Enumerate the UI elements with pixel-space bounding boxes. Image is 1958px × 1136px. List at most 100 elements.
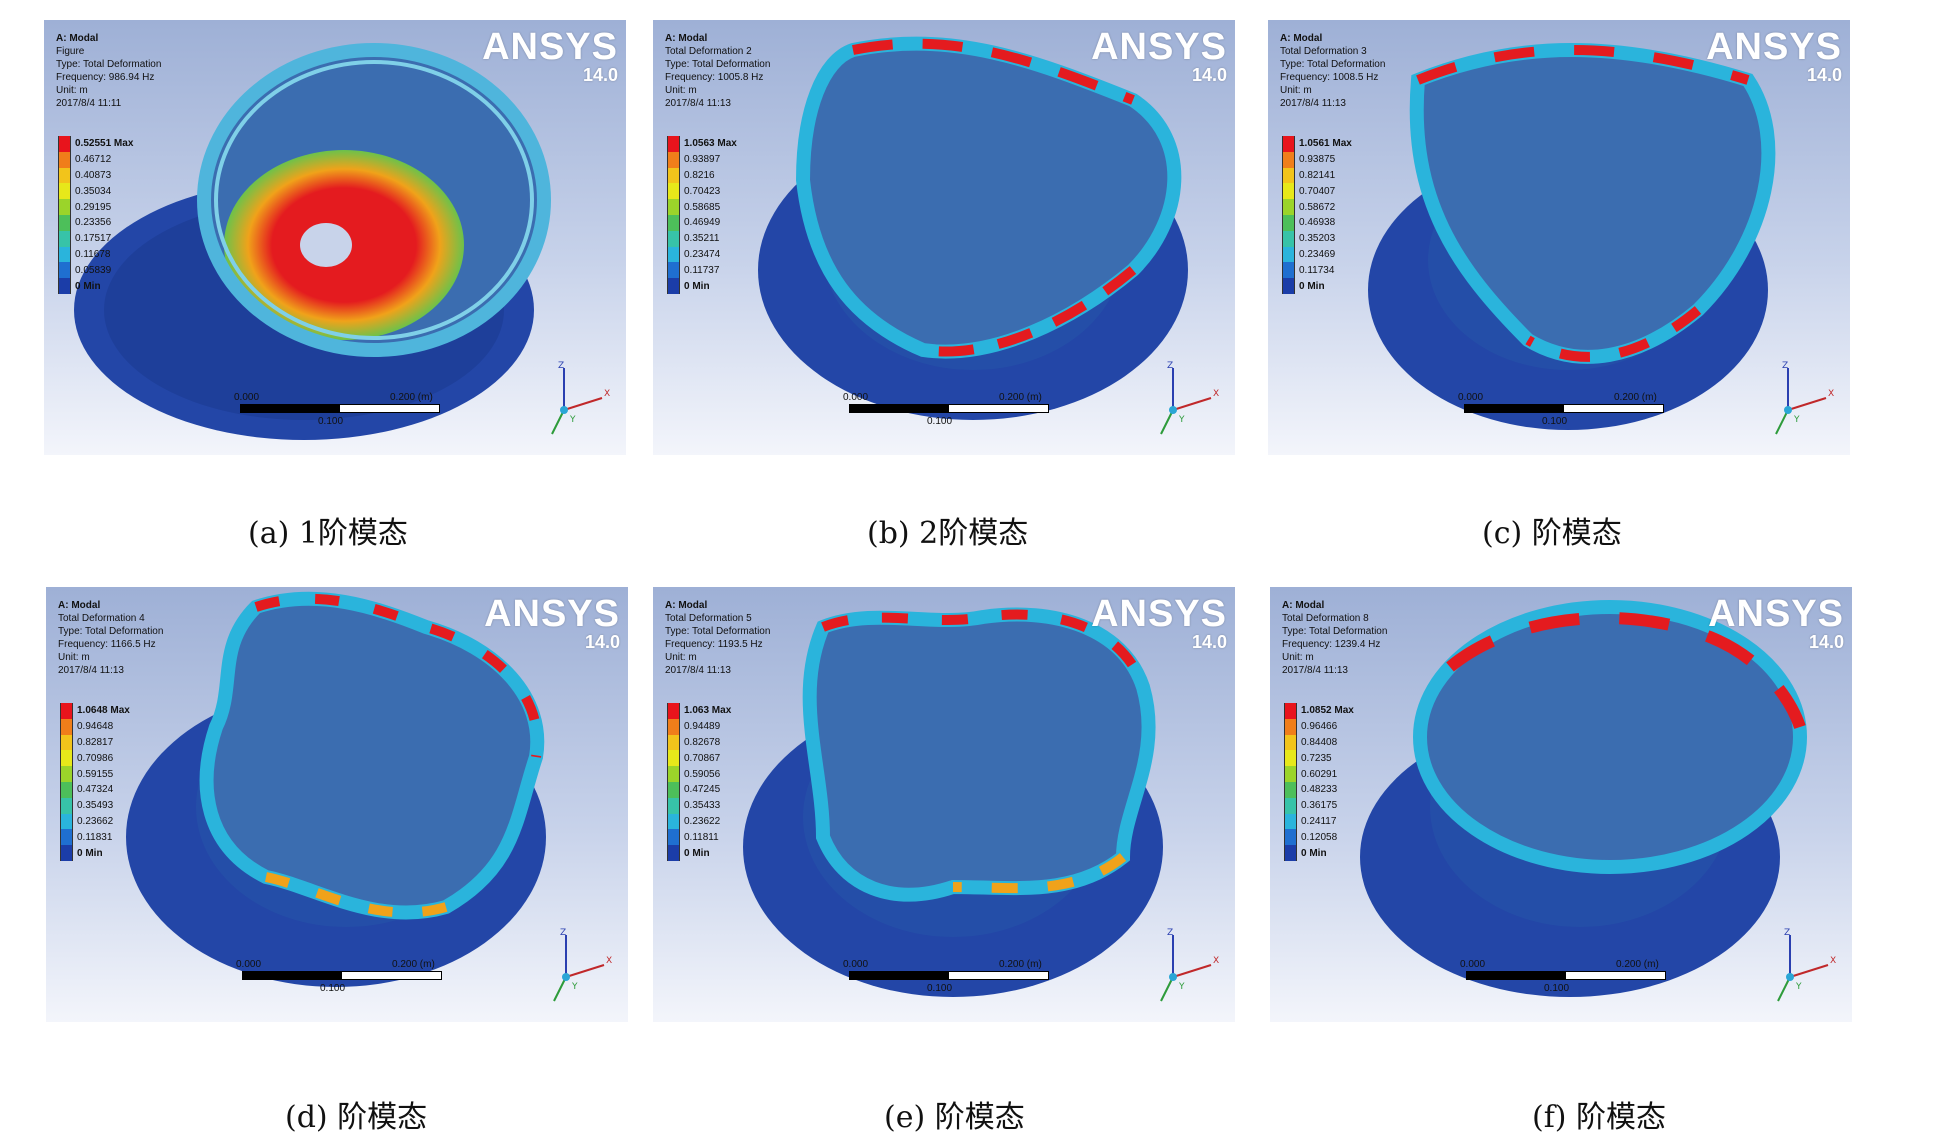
result-type: Type: Total Deformation — [58, 626, 164, 637]
svg-text:Y: Y — [1178, 415, 1185, 425]
result-date: 2017/8/4 11:13 — [58, 665, 124, 676]
legend-value: 0.24117 — [1301, 815, 1337, 827]
legend-max: 1.063 Max — [684, 705, 732, 717]
legend-value: 0.82141 — [1299, 169, 1336, 181]
color-legend: 1.0563 Max 0.93897 0.8216 0.70423 0.5868… — [667, 136, 737, 294]
legend-value: 0.23469 — [1299, 248, 1336, 260]
legend-max: 1.0852 Max — [1301, 705, 1354, 717]
legend-value: 0.23356 — [75, 217, 112, 229]
ansys-logo: ANSYS 14.0 — [482, 26, 618, 85]
svg-text:Z: Z — [1782, 361, 1788, 371]
svg-text:Z: Z — [558, 361, 564, 371]
legend-value: 0.46712 — [75, 154, 112, 166]
svg-text:X: X — [606, 956, 612, 966]
result-unit: Unit: m — [56, 85, 88, 96]
legend-value: 0.84408 — [1301, 736, 1338, 748]
ansys-logo: ANSYS 14.0 — [484, 593, 620, 652]
legend-value: 0.82817 — [77, 736, 114, 748]
legend-value: 0.70407 — [1299, 185, 1336, 197]
result-unit: Unit: m — [1280, 85, 1312, 96]
legend-value: 0.59155 — [77, 768, 114, 780]
axis-triad-icon: Z X Y — [1160, 928, 1219, 1002]
legend-max: 1.0648 Max — [77, 705, 130, 717]
color-legend: 1.0561 Max 0.93875 0.82141 0.70407 0.586… — [1282, 136, 1352, 294]
svg-text:Y: Y — [1795, 982, 1802, 992]
legend-value: 0.47324 — [77, 784, 114, 796]
legend-max: 1.0563 Max — [684, 138, 737, 150]
result-type: Type: Total Deformation — [56, 59, 162, 70]
legend-value: 0.60291 — [1301, 768, 1338, 780]
legend-value: 0.17517 — [75, 233, 112, 245]
result-info: A: Modal Figure Type: Total Deformation … — [56, 32, 161, 110]
svg-text:Y: Y — [571, 982, 578, 992]
legend-value: 0.94489 — [684, 721, 721, 733]
analysis-title: A: Modal — [58, 600, 101, 611]
legend-value: 0.59056 — [684, 768, 721, 780]
legend-value: 0.94648 — [77, 721, 114, 733]
result-name: Total Deformation 4 — [58, 613, 145, 624]
legend-min: 0 Min — [1299, 280, 1325, 292]
result-type: Type: Total Deformation — [1280, 59, 1386, 70]
legend-min: 0 Min — [1301, 847, 1327, 859]
caption-e: (e) 阶模态 — [884, 1100, 1025, 1135]
analysis-title: A: Modal — [1282, 600, 1325, 611]
axis-triad-icon: Z X Y — [1160, 361, 1219, 435]
result-date: 2017/8/4 11:13 — [1282, 665, 1348, 676]
legend-value: 0.40873 — [75, 169, 112, 181]
caption-a: (a) 1阶模态 — [248, 516, 408, 551]
result-info: A: Modal Total Deformation 5 Type: Total… — [665, 599, 770, 677]
legend-value: 0.8216 — [684, 169, 715, 181]
analysis-title: A: Modal — [665, 600, 708, 611]
result-unit: Unit: m — [665, 652, 697, 663]
color-legend: 1.0852 Max 0.96466 0.84408 0.7235 0.6029… — [1284, 703, 1354, 861]
axis-triad-icon: Z X Y — [551, 361, 610, 435]
legend-value: 0.35433 — [684, 800, 721, 812]
wheel-deformation-plot — [126, 591, 546, 987]
legend-value: 0.05839 — [75, 264, 112, 276]
svg-text:X: X — [1213, 389, 1219, 399]
legend-max: 0.52551 Max — [75, 138, 134, 150]
result-frequency: Frequency: 1166.5 Hz — [58, 639, 156, 650]
wheel-deformation-plot — [1360, 600, 1807, 997]
modal-panel-c: A: Modal Total Deformation 3 Type: Total… — [1268, 20, 1850, 455]
color-legend: 1.0648 Max 0.94648 0.82817 0.70986 0.591… — [60, 703, 130, 861]
result-type: Type: Total Deformation — [665, 626, 771, 637]
result-date: 2017/8/4 11:13 — [665, 665, 731, 676]
result-name: Total Deformation 8 — [1282, 613, 1369, 624]
result-name: Total Deformation 5 — [665, 613, 752, 624]
legend-value: 0.35493 — [77, 800, 114, 812]
result-name: Total Deformation 3 — [1280, 46, 1367, 57]
legend-min: 0 Min — [684, 280, 710, 292]
svg-text:Y: Y — [1793, 415, 1800, 425]
legend-value: 0.58672 — [1299, 201, 1336, 213]
svg-text:Z: Z — [560, 928, 566, 938]
result-info: A: Modal Total Deformation 2 Type: Total… — [665, 32, 770, 110]
svg-text:X: X — [1830, 956, 1836, 966]
legend-value: 0.35034 — [75, 185, 112, 197]
ansys-logo: ANSYS 14.0 — [1708, 593, 1844, 652]
legend-value: 0.70986 — [77, 752, 114, 764]
result-frequency: Frequency: 986.94 Hz — [56, 72, 155, 83]
legend-value: 0.12058 — [1301, 831, 1338, 843]
svg-text:X: X — [1213, 956, 1219, 966]
axis-triad-icon: Z X Y — [1777, 928, 1836, 1002]
legend-value: 0.93897 — [684, 154, 721, 166]
legend-value: 0.23662 — [77, 815, 114, 827]
caption-f: (f) 阶模态 — [1532, 1100, 1667, 1135]
modal-panel-d: A: Modal Total Deformation 4 Type: Total… — [46, 587, 628, 1022]
legend-value: 0.70867 — [684, 752, 721, 764]
ansys-logo: ANSYS 14.0 — [1706, 26, 1842, 85]
svg-text:Y: Y — [569, 415, 576, 425]
wheel-deformation-plot — [1368, 43, 1776, 430]
modal-panel-e: A: Modal Total Deformation 5 Type: Total… — [653, 587, 1235, 1022]
svg-text:Z: Z — [1784, 928, 1790, 938]
legend-value: 0.23474 — [684, 248, 721, 260]
result-frequency: Frequency: 1008.5 Hz — [1280, 72, 1379, 83]
legend-value: 0.47245 — [684, 784, 721, 796]
legend-min: 0 Min — [684, 847, 710, 859]
svg-text:Y: Y — [1178, 982, 1185, 992]
svg-text:Z: Z — [1167, 928, 1173, 938]
svg-text:X: X — [604, 389, 610, 399]
result-unit: Unit: m — [58, 652, 90, 663]
result-info: A: Modal Total Deformation 3 Type: Total… — [1280, 32, 1385, 110]
